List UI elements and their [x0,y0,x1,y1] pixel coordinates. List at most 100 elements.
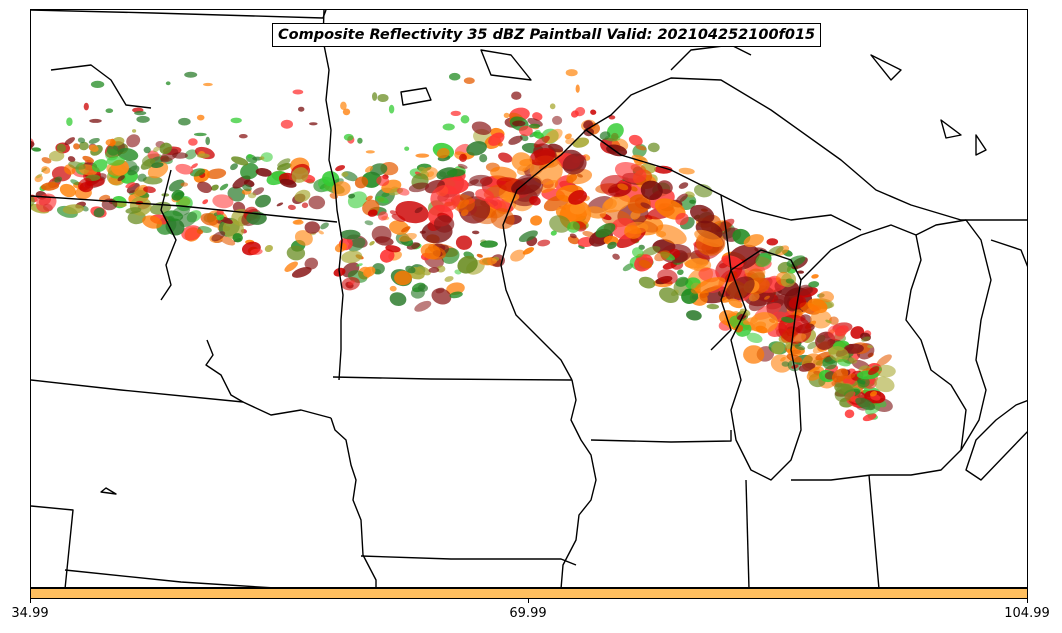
lower-michigan [791,224,967,481]
paintball-blob [371,225,392,243]
paintball-blob [160,148,179,163]
paintball-blob [408,182,430,193]
nebraska-border [31,505,74,587]
paintball-blob [466,141,487,156]
paintball-blob [56,143,66,153]
paintball-blob [420,243,441,260]
paintball-blob [869,391,878,397]
nipigon-shore [670,44,752,71]
paintball-blob [656,230,667,238]
paintball-blob [140,158,156,170]
paintball-blob [415,153,430,158]
map-panel: Composite Reflectivity 35 dBZ Paintball … [30,9,1028,588]
paintball-blob [511,91,522,100]
paintball-blob [786,255,806,267]
paintball-blob [342,108,351,116]
paintball-blob [617,183,629,191]
paintball-blob [202,199,209,205]
paintball-blob [503,112,510,118]
paintball-blob [773,294,786,305]
paintball-blob [689,204,715,224]
paintball-blob [569,202,586,215]
paintball-blob [790,349,802,355]
paintball-blob [498,142,503,147]
lake-huron [915,219,992,451]
paintball-blob [377,94,389,102]
paintball-blob [479,257,497,266]
paintball-blob [655,224,687,245]
paintball-blob [284,261,298,272]
paintball-blob [92,159,108,173]
paintball-blob [694,229,724,248]
paintball-blob [694,277,726,294]
paintball-blob [340,229,361,240]
paintball-blob [686,310,702,321]
paintball-blob [455,235,473,250]
paintball-blob [457,163,468,169]
paintball-blob [132,129,137,133]
paintball-blob [36,173,43,179]
paintball-blob [785,278,795,284]
paintball-blob [142,176,163,185]
paintball-blob [659,287,679,304]
paintball-blob [430,184,461,213]
paintball-blob [260,152,273,163]
paintball-blob [428,267,440,273]
paintball-blob [511,177,542,195]
paintball-blob [479,240,498,248]
paintball-blob [444,276,454,282]
paintball-blob [127,165,140,176]
paintball-blob [855,397,876,411]
paintball-blob [472,230,480,235]
mn-ia-border [332,376,573,381]
paintball-blob [83,102,89,111]
paintball-blob [332,181,351,197]
paintball-blob [211,231,226,242]
paintball-blob [105,108,114,113]
paintball-blob [575,84,580,93]
paintball-blob [678,167,695,175]
paintball-blob [363,266,376,278]
paintball-blob [64,137,75,146]
paintball-blob [292,89,304,95]
paintball-blob [793,333,807,343]
georgian-bay [990,239,1027,267]
big-sioux [330,417,377,587]
paintball-blob [748,292,760,302]
sd-ne-border [31,379,332,419]
paintball-blob [678,182,689,189]
paintball-blob [819,291,834,303]
paintball-blob [179,211,198,228]
paintball-blob [530,215,543,226]
paintball-blob [36,193,57,213]
paintball-blob [171,189,184,201]
lake-superior-west [585,77,1027,221]
paintball-blob [771,342,785,355]
paintball-blob [549,215,571,233]
missouri-river [205,339,244,403]
paintball-blob [196,229,204,235]
paintball-blob [861,336,871,342]
paintball-blob [862,413,877,422]
paintball-blob [595,223,616,238]
paintball-blob [294,230,313,246]
paintball-blob [365,150,375,154]
paintball-blob [216,214,225,221]
colorbar [30,588,1028,599]
indiana-border [745,479,750,587]
paintball-blob [197,153,210,158]
paintball-blob [607,241,617,250]
paintball-blob [518,230,538,242]
paintball-blob [67,156,76,163]
paintball-blob [484,196,514,213]
paintball-blob [54,176,63,183]
paintball-blob [73,143,80,150]
paintball-blob [200,213,219,226]
paintball-blob [562,153,587,175]
paintball-blob [82,155,94,163]
paintball-blob [291,266,312,278]
paintball-blob [647,142,660,153]
paintball-blob [230,163,238,171]
paintball-blob [136,115,150,123]
paintball-blob [676,193,688,203]
